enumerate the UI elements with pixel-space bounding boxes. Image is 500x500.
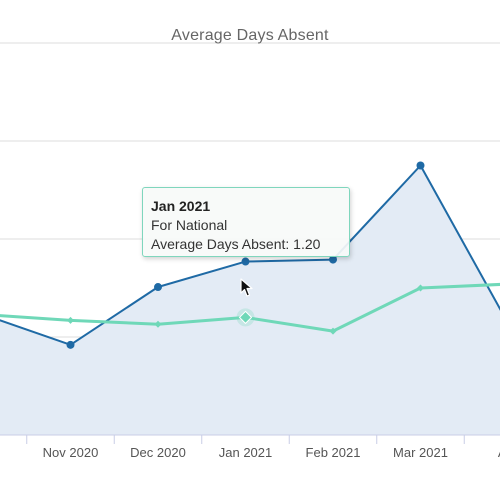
chart-tooltip: Jan 2021 For National Average Days Absen…	[142, 187, 350, 257]
line-series-point-hovered	[238, 310, 253, 325]
area-series-point	[241, 257, 250, 266]
x-tick-label: Nov 2020	[43, 445, 99, 460]
tooltip-title: Jan 2021	[151, 198, 211, 214]
area-series-fill	[0, 165, 500, 435]
x-tick-label: Feb 2021	[306, 445, 361, 460]
x-tick-label: Jan 2021	[219, 445, 273, 460]
area-series-point	[329, 255, 337, 264]
area-series-point	[416, 161, 425, 170]
tooltip-series-label: For National	[151, 217, 228, 233]
area-series-point	[154, 283, 162, 292]
x-tick-label: Mar 2021	[393, 445, 448, 460]
line-series-point	[67, 316, 74, 324]
chart-title: Average Days Absent	[171, 27, 329, 44]
mouse-pointer-icon	[240, 278, 253, 297]
line-series-point	[417, 284, 424, 292]
tooltip-value: Average Days Absent: 1.20	[151, 236, 321, 252]
line-series-point	[154, 320, 162, 328]
area-series-point	[66, 340, 75, 349]
x-tick-label: Apr	[498, 445, 500, 460]
x-tick-label: Dec 2020	[130, 445, 186, 460]
line-series-point	[329, 327, 337, 335]
